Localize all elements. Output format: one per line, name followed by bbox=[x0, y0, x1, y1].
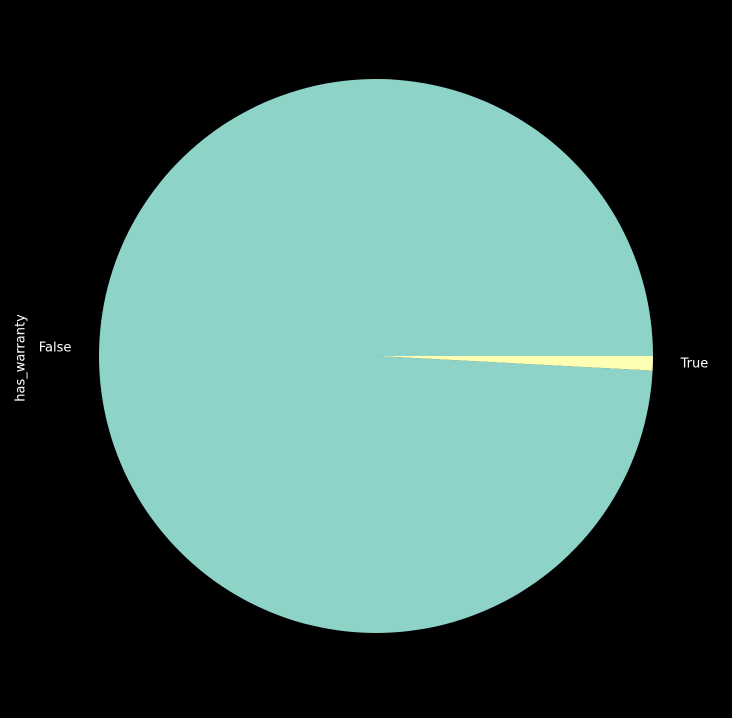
pie-slices bbox=[99, 79, 653, 633]
pie-slice-false bbox=[99, 79, 653, 633]
y-axis-label: has_warranty bbox=[14, 314, 29, 402]
pie-label-true: True bbox=[680, 357, 709, 372]
pie-label-false: False bbox=[39, 340, 72, 355]
